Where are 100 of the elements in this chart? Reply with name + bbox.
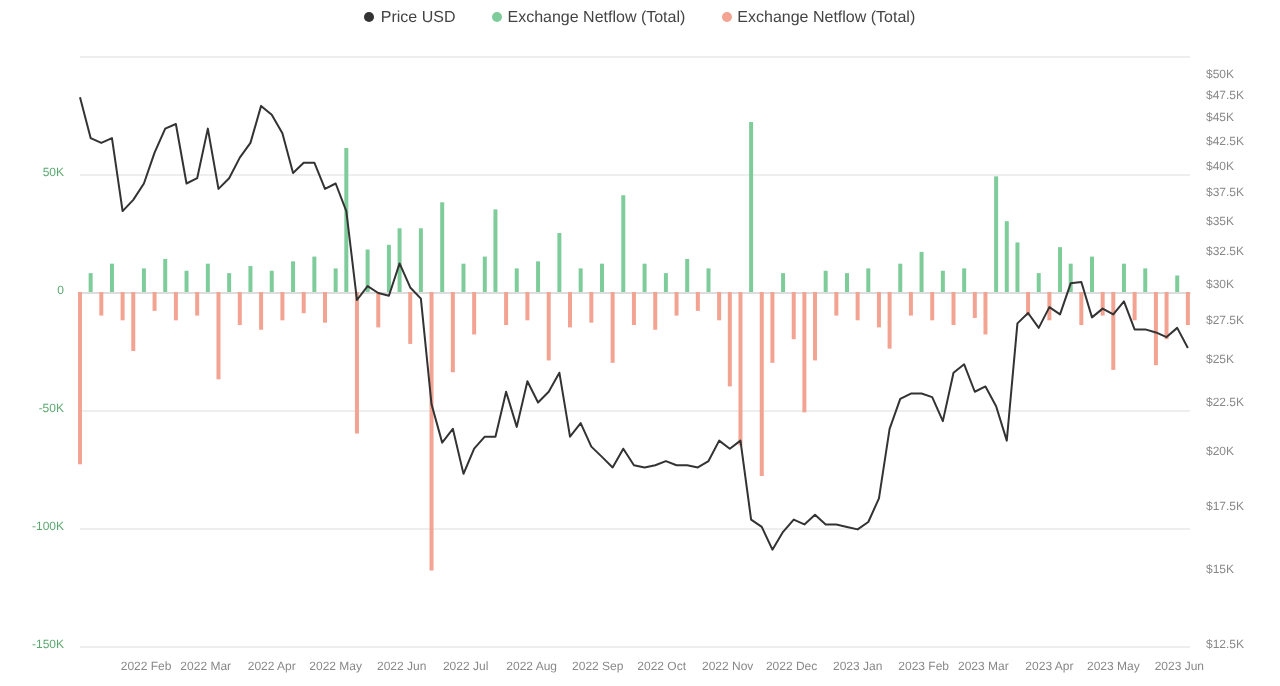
bar [1036,273,1041,292]
bar [472,292,477,335]
bar [323,292,328,323]
bar [589,292,594,323]
bar [1079,292,1084,326]
bar [1143,268,1148,292]
bar [642,263,647,292]
bar [621,195,626,292]
bar [152,292,157,311]
bar [131,292,136,351]
bar [823,270,828,292]
bar [227,273,232,292]
bar [1090,256,1094,292]
bar [99,292,104,316]
bar [482,256,487,292]
bar [291,261,296,292]
bar [386,244,391,292]
bar [1153,292,1158,366]
bar [866,268,871,292]
bar [109,263,114,292]
bar [834,292,839,316]
bar [205,263,210,292]
bar [504,292,509,326]
bar [557,233,562,292]
bar [408,292,413,344]
bar [1164,292,1169,340]
bar [844,273,849,292]
bar [717,292,722,321]
bar [791,292,796,340]
bar [898,263,903,292]
bar [1185,292,1190,326]
bar [855,292,860,321]
bar [994,176,999,292]
bar [706,268,711,292]
bar [940,270,945,292]
legend-label: Price USD [378,8,456,26]
bar [962,268,967,292]
bar [78,292,82,465]
bar [418,228,423,292]
bar [813,292,818,361]
bar [1175,275,1180,292]
bar [514,268,519,292]
bar [1111,292,1116,370]
bar [120,292,125,321]
bar [546,292,551,361]
bar [759,292,764,477]
bar [930,292,935,321]
bar [237,292,242,326]
bar [578,268,583,292]
bar [685,258,690,292]
bar [536,261,541,292]
bar [280,292,285,321]
bar [749,122,754,292]
bar [376,292,381,328]
bar [599,263,604,292]
bar [525,292,530,321]
bar [184,270,189,292]
bar [610,292,615,363]
bar [354,292,359,434]
bar [653,292,658,330]
bar [738,292,743,446]
bar [663,273,668,292]
bar [802,292,807,413]
bar [163,258,168,292]
bar [919,251,924,292]
bar [248,266,253,292]
bar [781,273,786,292]
bar [195,292,200,316]
legend-label: Exchange Netflow (Total) [505,8,686,26]
bar [1058,247,1063,292]
bar [461,263,466,292]
bar [887,292,892,349]
legend-label: Exchange Netflow (Total) [735,8,916,26]
bar [1004,221,1009,292]
bar [876,292,881,328]
bar [727,292,732,387]
bar [397,228,402,292]
bar [568,292,573,328]
bar [269,270,274,292]
line-series [79,96,1189,551]
bar [259,292,264,330]
bar [312,256,317,292]
bar [216,292,221,380]
bar [770,292,775,363]
bar [301,292,306,314]
bar [1121,263,1126,292]
bar [173,292,178,321]
bar [983,292,988,335]
bar [631,292,636,326]
bar [88,273,93,292]
bar [1132,292,1137,321]
bar [908,292,913,316]
bar [344,148,349,292]
bar [365,249,370,292]
bar [141,268,146,292]
bar [429,292,434,571]
bar [493,209,498,292]
bar [333,268,338,292]
bar [695,292,700,311]
bar [450,292,455,373]
